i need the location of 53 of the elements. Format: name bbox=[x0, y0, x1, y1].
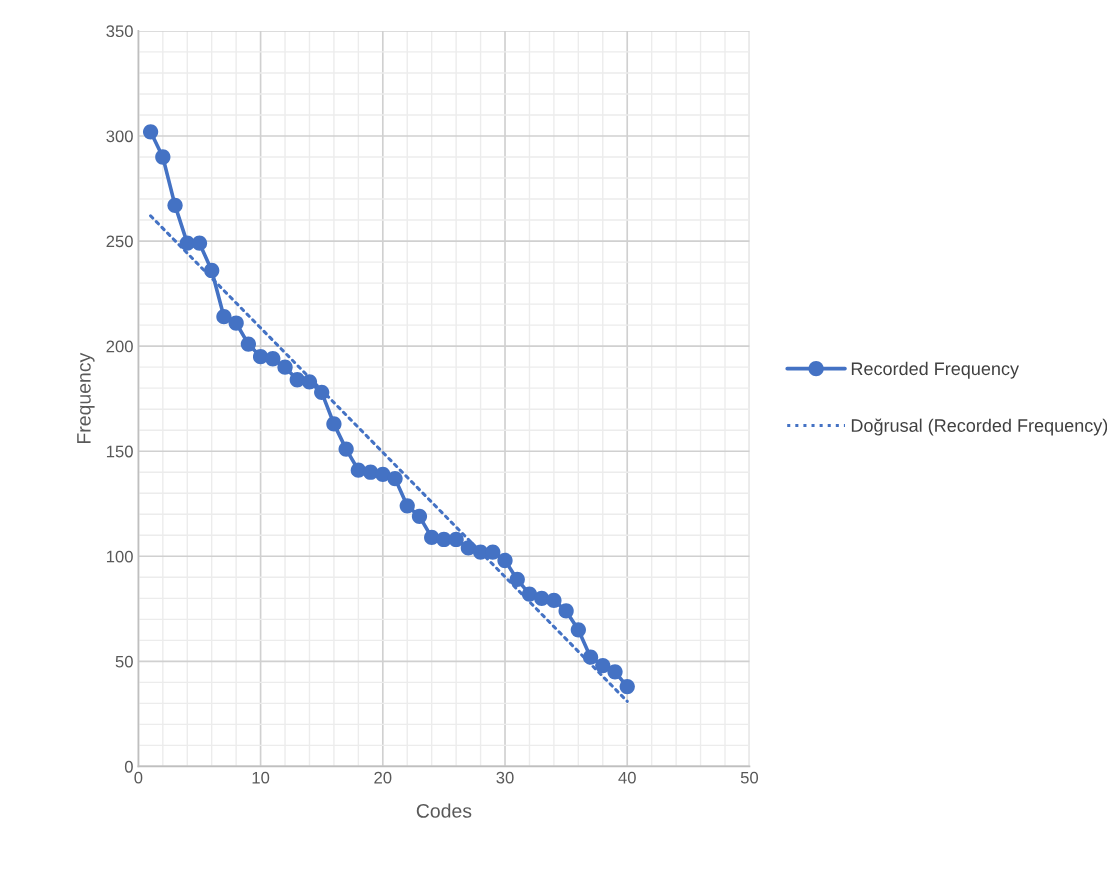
point bbox=[521, 586, 538, 602]
x-axis-title: Codes bbox=[416, 803, 472, 818]
point bbox=[277, 359, 293, 375]
y-tick-label: 150 bbox=[106, 445, 133, 458]
point bbox=[497, 552, 513, 569]
x-tick-label: 30 bbox=[496, 771, 514, 784]
point bbox=[399, 498, 415, 514]
x-tick-label: 50 bbox=[740, 771, 759, 784]
y-tick-label: 300 bbox=[106, 130, 133, 143]
point bbox=[595, 657, 611, 674]
point bbox=[265, 351, 281, 367]
x-tick-label: 20 bbox=[374, 771, 392, 784]
y-tick-label: 200 bbox=[106, 340, 133, 353]
point bbox=[619, 678, 635, 695]
point bbox=[534, 590, 550, 606]
y-tick-label: 350 bbox=[106, 25, 133, 38]
point bbox=[167, 197, 183, 213]
point bbox=[216, 309, 232, 325]
point bbox=[301, 374, 318, 390]
point bbox=[240, 336, 257, 352]
point bbox=[228, 315, 244, 331]
x-tick-label: 40 bbox=[618, 771, 636, 784]
point bbox=[142, 124, 159, 140]
point bbox=[448, 531, 464, 548]
point bbox=[204, 262, 220, 279]
point bbox=[252, 349, 269, 365]
point bbox=[411, 508, 428, 524]
point bbox=[485, 544, 501, 560]
legend-label: Recorded Frequency bbox=[851, 361, 1019, 379]
point bbox=[607, 664, 623, 680]
point bbox=[460, 540, 476, 556]
legend-label: Doğrusal (Recorded Frequency) bbox=[851, 418, 1107, 436]
point bbox=[375, 466, 391, 482]
point bbox=[570, 622, 586, 638]
point bbox=[546, 592, 562, 609]
point bbox=[509, 571, 525, 588]
x-tick-label: 10 bbox=[252, 771, 270, 784]
point bbox=[362, 464, 379, 480]
point bbox=[558, 603, 574, 619]
y-tick-label: 0 bbox=[124, 760, 133, 773]
point bbox=[338, 441, 354, 457]
point bbox=[326, 416, 342, 432]
y-tick-label: 50 bbox=[115, 655, 133, 668]
y-axis-title: Frequency bbox=[77, 352, 95, 444]
point bbox=[387, 470, 403, 487]
point bbox=[191, 235, 208, 251]
point bbox=[155, 149, 171, 165]
y-tick-label: 250 bbox=[106, 235, 133, 248]
point bbox=[424, 529, 440, 546]
point bbox=[314, 384, 330, 401]
x-tick-label: 0 bbox=[134, 771, 143, 784]
point bbox=[582, 649, 599, 665]
y-tick-label: 100 bbox=[106, 550, 133, 563]
